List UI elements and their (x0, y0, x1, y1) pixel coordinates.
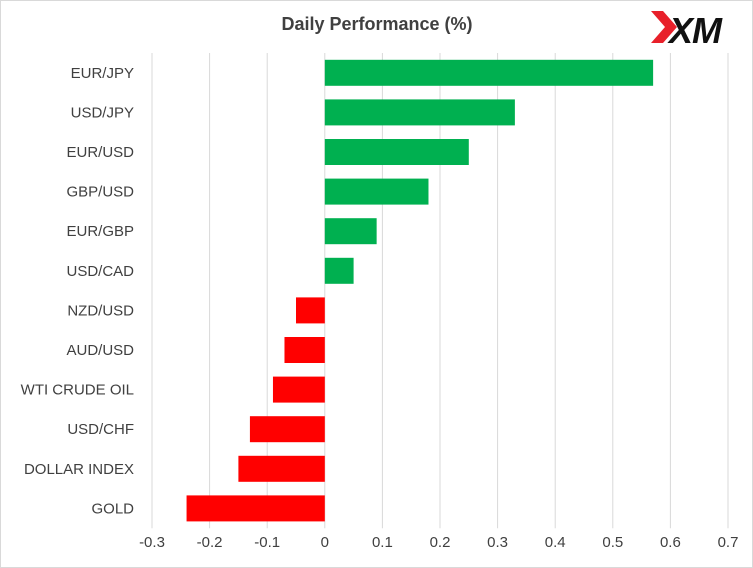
category-labels: EUR/JPY USD/JPY EUR/USD GBP/USD EUR/GBP USD/C… (21, 65, 135, 518)
bar (324, 178, 429, 205)
category-label: WTI CRUDE OIL (21, 382, 134, 399)
x-tick-label: 0.5 (602, 534, 623, 551)
bar (249, 416, 325, 443)
xm-logo: XM (651, 10, 724, 51)
gridlines (151, 53, 729, 529)
category-label: USD/JPY (71, 104, 134, 121)
category-label: GBP/USD (66, 184, 134, 201)
bar (324, 139, 469, 165)
category-label: EUR/GBP (66, 223, 134, 240)
bar (324, 59, 654, 86)
x-tick-label: -0.1 (254, 534, 280, 551)
bar (284, 337, 325, 363)
logo-chevron-mark (651, 11, 677, 43)
bar (324, 99, 515, 126)
x-tick-label: -0.2 (197, 534, 223, 551)
category-label: NZD/USD (67, 302, 134, 319)
x-tick-label: 0.4 (545, 534, 566, 551)
category-label: USD/CAD (66, 263, 134, 280)
x-tick-label: 0.7 (718, 534, 739, 551)
bar (238, 455, 325, 482)
chart-title: Daily Performance (%) (281, 14, 472, 34)
bar (296, 297, 325, 324)
x-tick-label: 0.2 (430, 534, 451, 551)
category-label: EUR/JPY (71, 65, 134, 82)
bar (324, 257, 354, 284)
x-tick-label: 0.3 (487, 534, 508, 551)
category-label: DOLLAR INDEX (24, 461, 134, 478)
x-tick-labels: -0.3 -0.2 -0.1 0 0.1 0.2 0.3 0.4 0.5 0.6 0.7 (139, 534, 738, 551)
bar (324, 218, 377, 245)
bar (272, 376, 325, 403)
x-tick-label: 0.6 (660, 534, 681, 551)
x-tick-label: -0.3 (139, 534, 165, 551)
category-label: GOLD (91, 500, 134, 517)
x-tick-label: 0.1 (372, 534, 393, 551)
bars (186, 59, 654, 522)
logo-wordmark: XM (667, 10, 723, 51)
category-label: USD/CHF (67, 421, 134, 438)
bar (186, 495, 325, 522)
category-label: EUR/USD (66, 144, 134, 161)
x-tick-label: 0 (321, 534, 329, 551)
category-label: AUD/USD (66, 342, 134, 359)
